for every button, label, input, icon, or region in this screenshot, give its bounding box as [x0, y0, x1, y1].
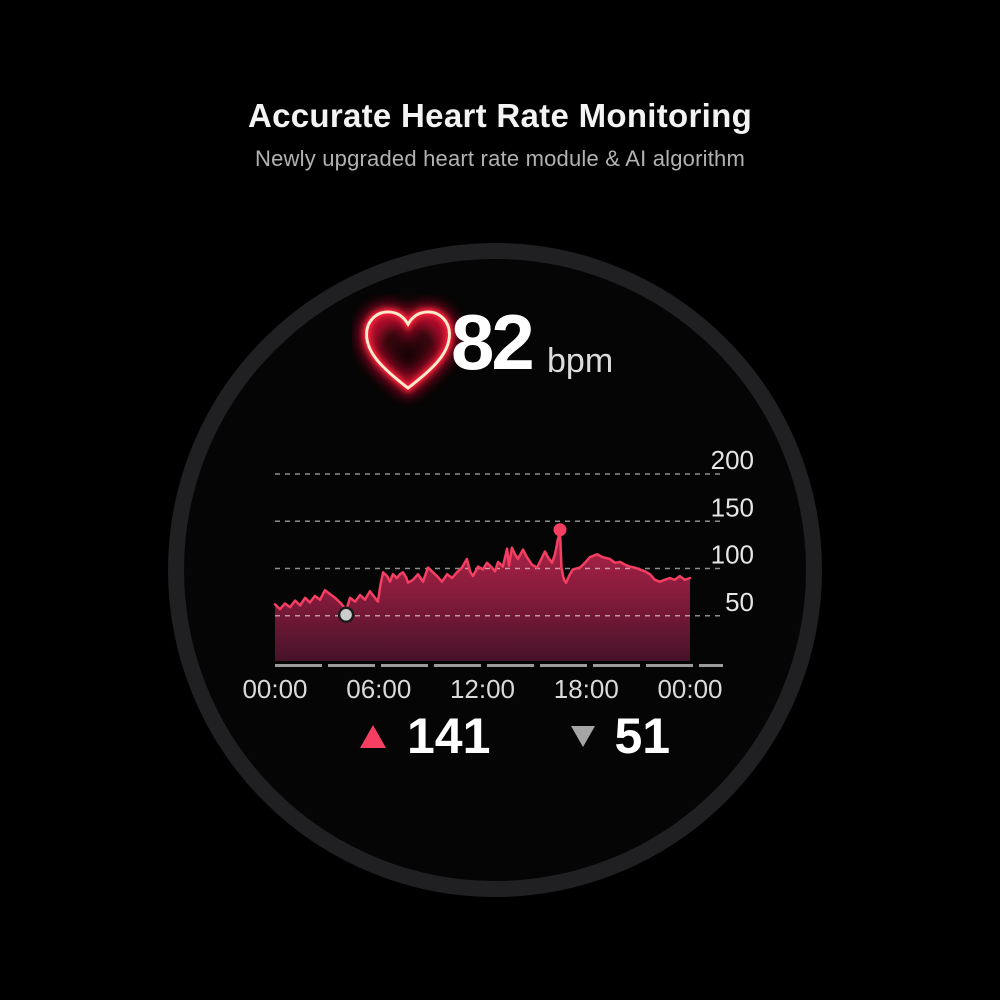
y-tick-label: 150 — [711, 492, 754, 522]
min-marker-dot — [337, 606, 355, 624]
y-axis-labels: 200 150 100 50 — [711, 445, 754, 617]
series-area — [275, 531, 690, 661]
triangle-down-icon — [571, 725, 596, 747]
max-heart-rate: 141 — [360, 708, 491, 764]
triangle-up-icon — [360, 724, 386, 748]
x-tick-label: 00:00 — [242, 674, 307, 704]
min-heart-rate-value: 51 — [614, 708, 671, 764]
heart-rate-unit: bpm — [547, 342, 614, 380]
page-title: Accurate Heart Rate Monitoring — [247, 97, 753, 134]
page-subtitle: Newly upgraded heart rate module & AI al… — [255, 146, 745, 171]
max-heart-rate-value: 141 — [407, 708, 491, 764]
heart-rate-chart: 200 150 100 50 00:00 06:00 12:00 18:00 00:00 — [242, 445, 754, 704]
daily-summary: 141 51 — [360, 708, 671, 764]
x-tick-label: 00:00 — [657, 674, 722, 704]
x-axis-labels: 00:00 06:00 12:00 18:00 00:00 — [242, 674, 722, 704]
x-tick-label: 12:00 — [450, 674, 515, 704]
heart-rate-value: 82 — [451, 298, 535, 386]
max-marker-dot — [553, 523, 567, 537]
min-heart-rate: 51 — [571, 708, 671, 764]
y-tick-label: 50 — [725, 587, 754, 617]
series-line — [273, 530, 692, 613]
y-tick-label: 200 — [711, 445, 754, 475]
x-tick-label: 06:00 — [346, 674, 411, 704]
y-tick-label: 100 — [711, 540, 754, 570]
heart-icon — [358, 304, 458, 398]
x-tick-label: 18:00 — [554, 674, 619, 704]
